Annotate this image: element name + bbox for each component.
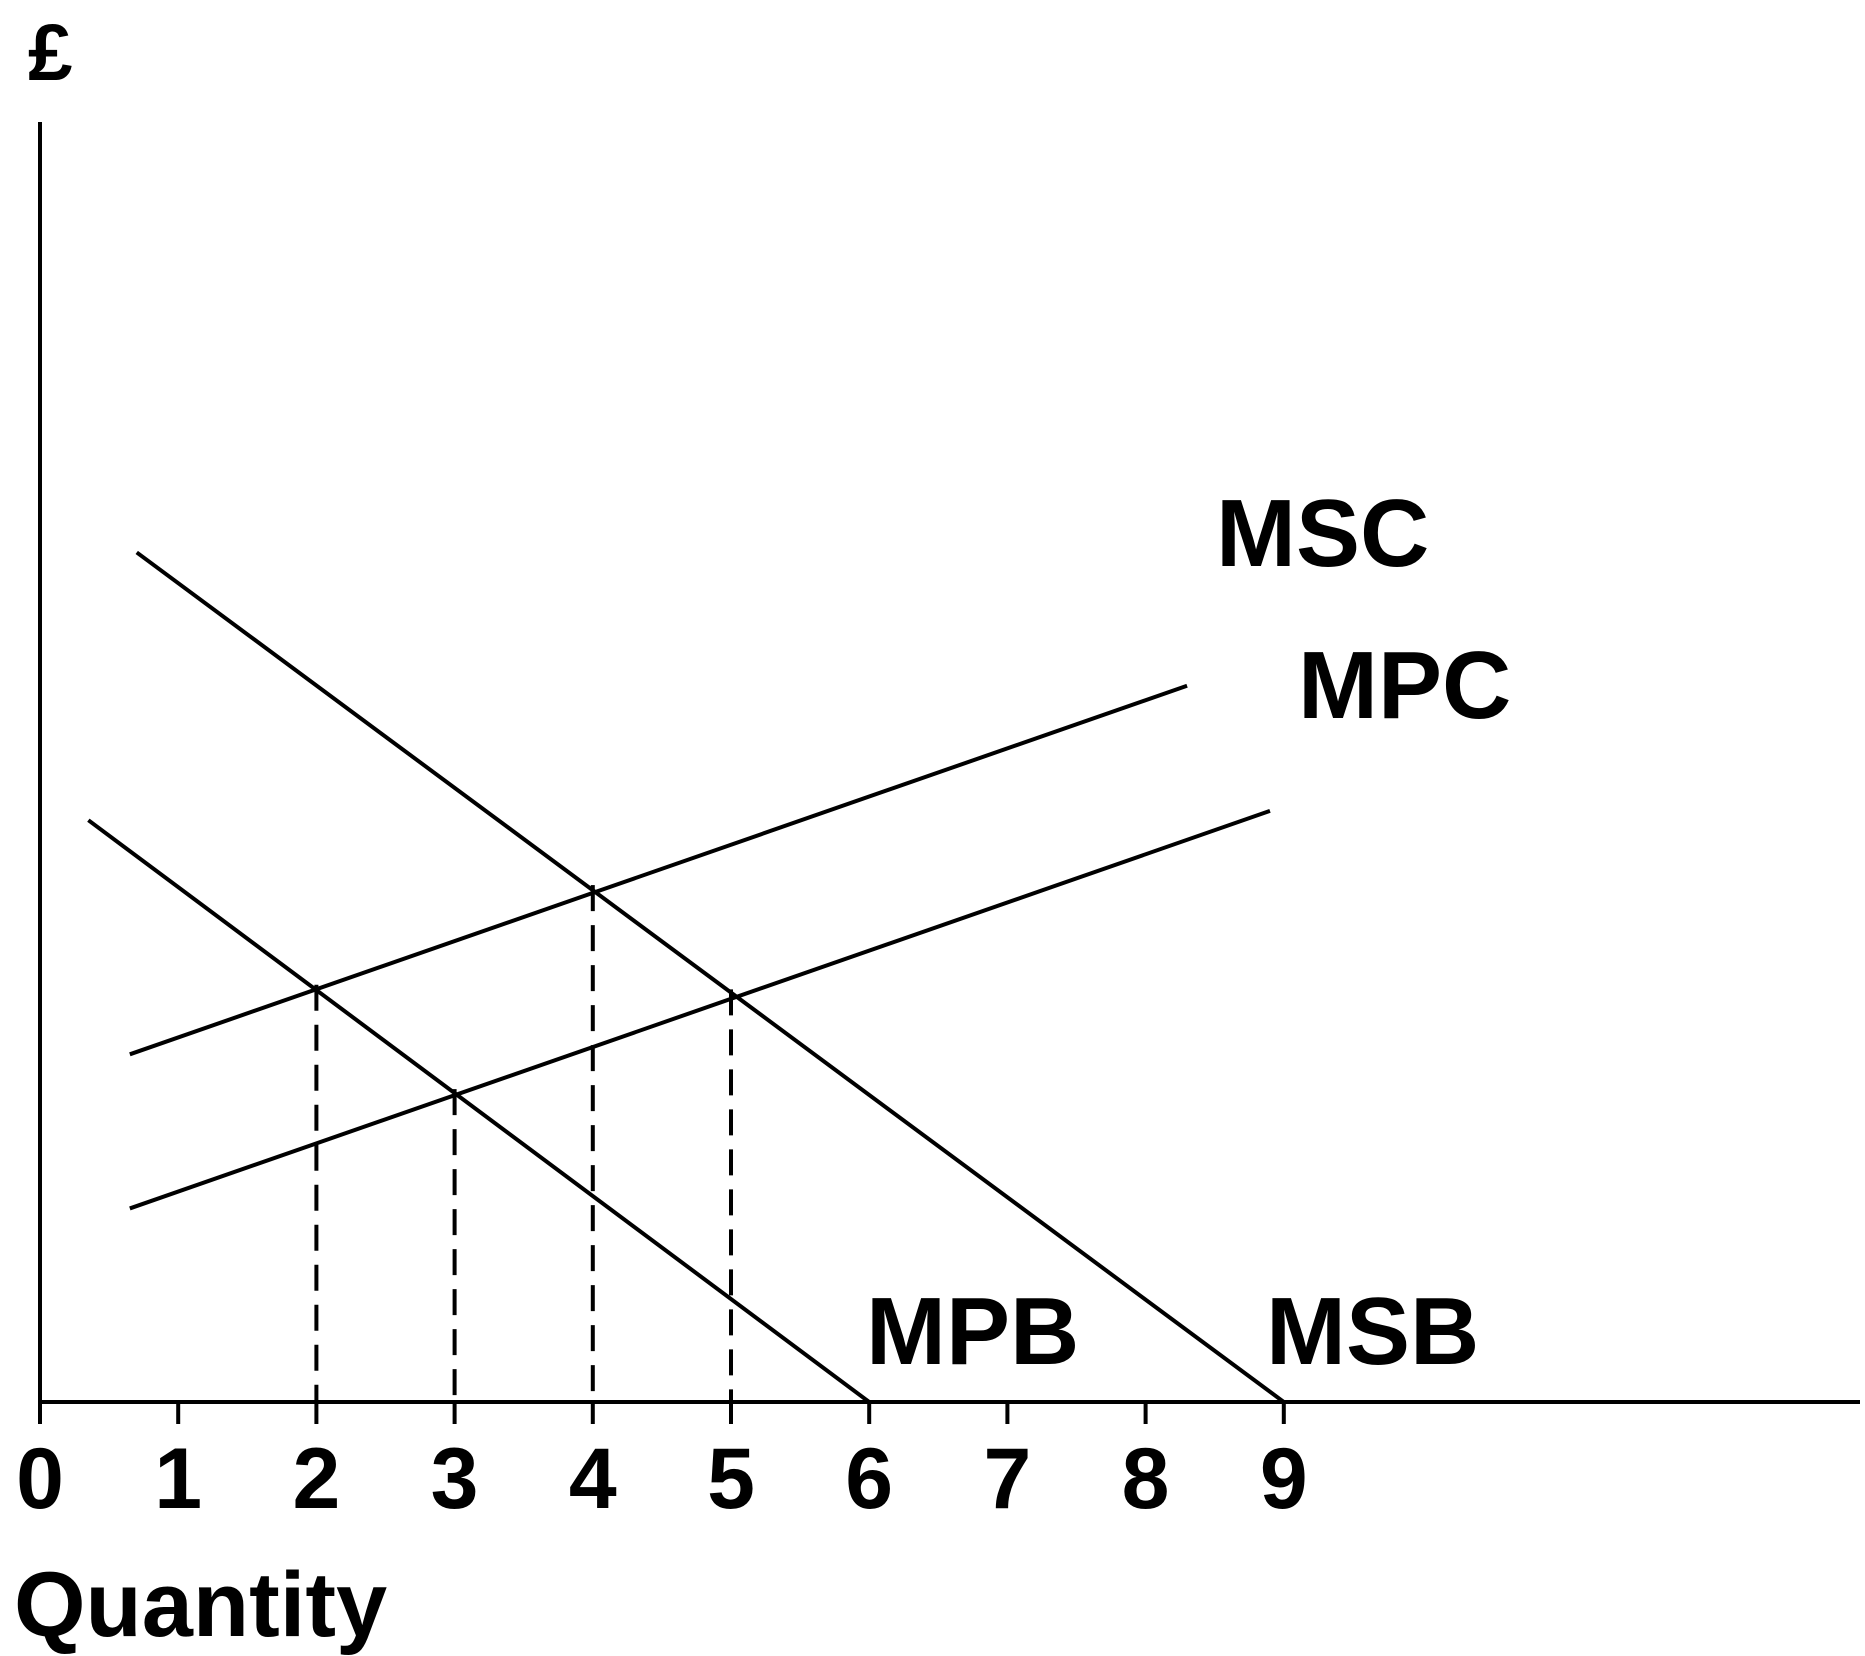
curve-label-msb: MSB <box>1266 1278 1479 1385</box>
x-ticks <box>38 1402 1286 1424</box>
curve-label-mpb: MPB <box>866 1278 1079 1385</box>
reference-lines <box>314 885 733 1402</box>
x-tick-label-5: 5 <box>707 1431 755 1527</box>
x-tick-label-6: 6 <box>845 1431 893 1527</box>
x-axis-label: Quantity <box>14 1554 387 1656</box>
curve-labels: MSC MPC MPB MSB <box>866 480 1511 1385</box>
x-tick-label-4: 4 <box>569 1431 617 1527</box>
x-tick-label-7: 7 <box>983 1431 1031 1527</box>
x-tick-label-1: 1 <box>154 1431 202 1527</box>
x-tick-label-9: 9 <box>1260 1431 1308 1527</box>
x-tick-label-8: 8 <box>1122 1431 1170 1527</box>
curve-label-mpc: MPC <box>1298 632 1511 739</box>
curve-label-msc: MSC <box>1216 480 1429 587</box>
curve-mpc <box>129 809 1271 1211</box>
curve-mpb <box>87 818 871 1404</box>
curves <box>87 550 1285 1404</box>
x-tick-label-2: 2 <box>292 1431 340 1527</box>
x-tick-label-3: 3 <box>431 1431 479 1527</box>
curve-msb <box>135 550 1285 1404</box>
curve-msc <box>129 683 1188 1057</box>
x-tick-label-0: 0 <box>16 1431 64 1527</box>
y-axis-label: £ <box>28 8 73 97</box>
